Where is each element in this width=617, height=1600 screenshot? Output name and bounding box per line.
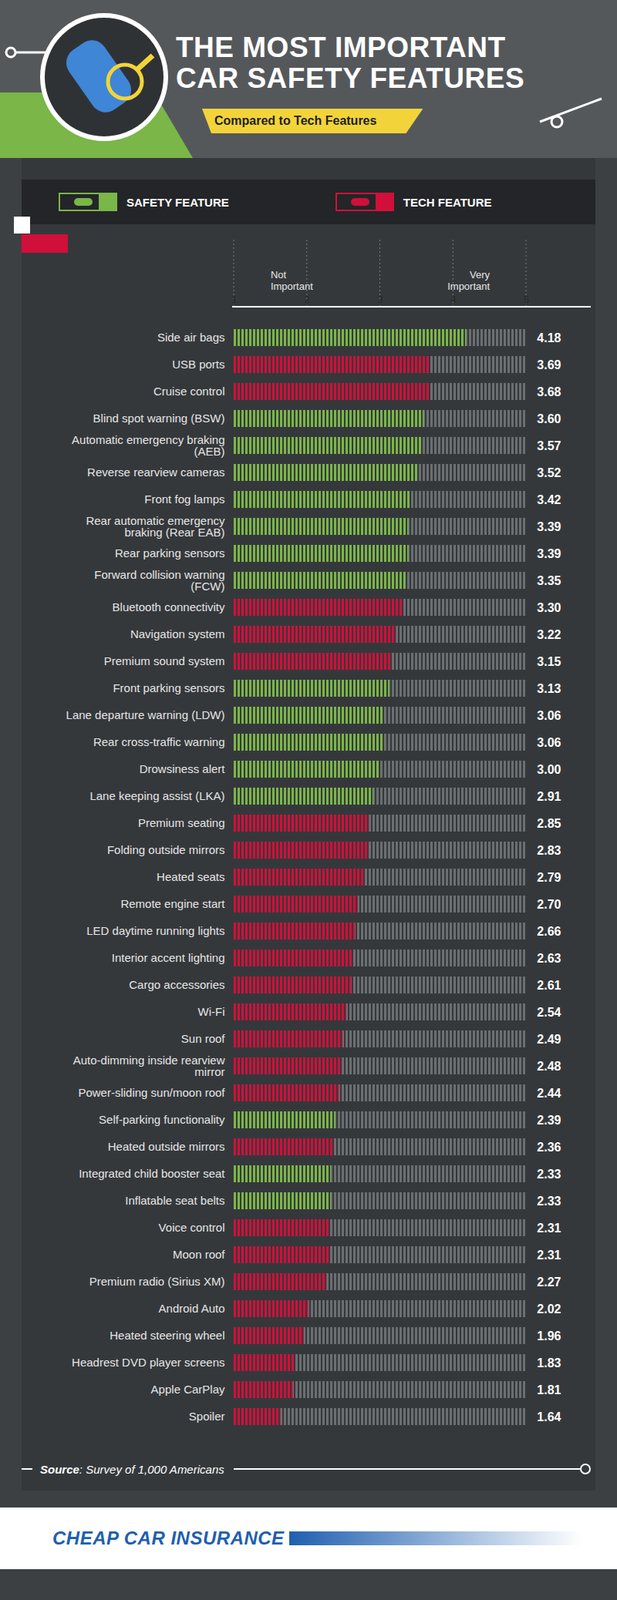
- svg-text:Apple CarPlay: Apple CarPlay: [151, 1383, 226, 1397]
- svg-text:3.39: 3.39: [536, 547, 561, 561]
- svg-text:Headrest DVD player screens: Headrest DVD player screens: [71, 1356, 225, 1370]
- svg-text:Self-parking functionality: Self-parking functionality: [98, 1113, 226, 1127]
- svg-text:Integrated child booster seat: Integrated child booster seat: [78, 1167, 226, 1181]
- svg-text:Blind spot warning (BSW): Blind spot warning (BSW): [93, 411, 226, 425]
- svg-text:Heated seats: Heated seats: [156, 870, 225, 884]
- svg-text:2: 2: [304, 294, 311, 306]
- svg-text:Front parking sensors: Front parking sensors: [112, 681, 225, 695]
- html-text:TECH FEATURE: TECH FEATURE: [403, 195, 492, 209]
- svg-text:LED daytime running lights: LED daytime running lights: [86, 924, 225, 938]
- svg-text:Rear cross-traffic warning: Rear cross-traffic warning: [93, 735, 226, 749]
- svg-text:3.57: 3.57: [536, 439, 561, 453]
- svg-text:Bluetooth connectivity: Bluetooth connectivity: [112, 600, 226, 614]
- svg-text:Side air bags: Side air bags: [157, 330, 226, 344]
- svg-text:2.63: 2.63: [536, 952, 561, 966]
- svg-text:Remote engine start: Remote engine start: [120, 897, 226, 911]
- svg-text:2.33: 2.33: [536, 1195, 561, 1209]
- svg-text:Lane keeping assist (LKA): Lane keeping assist (LKA): [89, 789, 225, 803]
- svg-text:VeryImportant: VeryImportant: [447, 269, 490, 293]
- svg-text:1.64: 1.64: [536, 1411, 561, 1425]
- svg-text:Heated outside mirrors: Heated outside mirrors: [107, 1140, 226, 1154]
- svg-text:1.83: 1.83: [536, 1357, 561, 1371]
- svg-text:Folding outside mirrors: Folding outside mirrors: [107, 843, 226, 857]
- html-text:CHEAP CAR INSURANCE: CHEAP CAR INSURANCE: [52, 1528, 285, 1550]
- svg-text:Inflatable seat belts: Inflatable seat belts: [124, 1194, 225, 1208]
- svg-text:2.79: 2.79: [536, 871, 561, 885]
- svg-text:Forward collision warning(FCW): Forward collision warning(FCW): [94, 568, 225, 594]
- svg-text:Wi-Fi: Wi-Fi: [198, 1005, 226, 1019]
- svg-text:Premium sound system: Premium sound system: [104, 654, 226, 668]
- svg-text:2.39: 2.39: [536, 1114, 561, 1128]
- svg-text:1.96: 1.96: [536, 1330, 561, 1344]
- svg-text:Rear automatic emergencybrakin: Rear automatic emergencybraking (Rear EA…: [85, 514, 226, 540]
- svg-text:2.31: 2.31: [536, 1222, 561, 1236]
- svg-text:Rear parking sensors: Rear parking sensors: [114, 546, 226, 560]
- svg-text:Cruise control: Cruise control: [153, 384, 226, 398]
- svg-text:2.31: 2.31: [536, 1249, 561, 1263]
- svg-text:3.69: 3.69: [536, 358, 561, 372]
- svg-text:3.22: 3.22: [536, 628, 561, 642]
- svg-text:1: 1: [231, 294, 237, 306]
- svg-text:Auto-dimming inside rearviewmi: Auto-dimming inside rearviewmirror: [73, 1054, 226, 1079]
- svg-text:Sun roof: Sun roof: [181, 1032, 226, 1046]
- svg-text:Premium seating: Premium seating: [138, 816, 226, 830]
- svg-text:1.81: 1.81: [536, 1384, 561, 1398]
- svg-text:5: 5: [523, 294, 530, 306]
- html-text:Source: Survey of 1,000 Americ: Source: Survey of 1,000 Americans: [40, 1463, 225, 1477]
- svg-text:Front fog lamps: Front fog lamps: [144, 492, 225, 506]
- svg-text:Power-sliding sun/moon roof: Power-sliding sun/moon roof: [77, 1086, 226, 1100]
- svg-text:2.48: 2.48: [536, 1060, 561, 1074]
- svg-text:3.06: 3.06: [536, 709, 561, 723]
- svg-text:2.70: 2.70: [536, 898, 561, 912]
- svg-text:Premium radio (Sirius XM): Premium radio (Sirius XM): [89, 1275, 226, 1289]
- svg-text:Drowsiness alert: Drowsiness alert: [139, 762, 226, 776]
- svg-text:3.42: 3.42: [536, 493, 561, 507]
- svg-text:2.54: 2.54: [536, 1006, 561, 1020]
- svg-text:2.91: 2.91: [536, 790, 561, 804]
- svg-text:2.02: 2.02: [536, 1303, 561, 1317]
- svg-text:2.33: 2.33: [536, 1168, 561, 1182]
- svg-text:Moon roof: Moon roof: [172, 1248, 226, 1262]
- svg-text:Interior accent lighting: Interior accent lighting: [111, 951, 226, 965]
- svg-text:2.36: 2.36: [536, 1141, 561, 1155]
- svg-text:2.83: 2.83: [536, 844, 561, 858]
- svg-text:3.00: 3.00: [536, 763, 561, 777]
- svg-text:Voice control: Voice control: [158, 1221, 226, 1235]
- svg-text:3.15: 3.15: [536, 655, 561, 669]
- svg-text:3.68: 3.68: [536, 385, 561, 399]
- svg-text:Android Auto: Android Auto: [158, 1302, 226, 1316]
- svg-text:3.30: 3.30: [536, 601, 561, 615]
- svg-text:Automatic emergency braking(AE: Automatic emergency braking(AEB): [71, 433, 225, 459]
- html-text:SAFETY FEATURE: SAFETY FEATURE: [126, 195, 229, 209]
- svg-text:3.39: 3.39: [536, 520, 561, 534]
- svg-text:Spoiler: Spoiler: [188, 1410, 226, 1424]
- svg-text:2.61: 2.61: [536, 979, 561, 993]
- svg-text:3.52: 3.52: [536, 466, 561, 480]
- svg-text:2.49: 2.49: [536, 1033, 561, 1047]
- svg-text:3: 3: [377, 294, 384, 306]
- svg-text:2.66: 2.66: [536, 925, 561, 939]
- svg-text:Lane departure warning (LDW): Lane departure warning (LDW): [66, 708, 226, 722]
- svg-text:2.27: 2.27: [536, 1276, 561, 1290]
- svg-text:Cargo accessories: Cargo accessories: [128, 978, 225, 992]
- svg-text:3.35: 3.35: [536, 574, 561, 588]
- svg-text:Heated steering wheel: Heated steering wheel: [109, 1329, 225, 1343]
- svg-text:3.60: 3.60: [536, 412, 561, 426]
- svg-text:2.85: 2.85: [536, 817, 561, 831]
- svg-text:3.06: 3.06: [536, 736, 561, 750]
- svg-text:4.18: 4.18: [536, 331, 561, 345]
- svg-text:USB ports: USB ports: [171, 357, 225, 371]
- svg-text:3.13: 3.13: [536, 682, 561, 696]
- html-text:THE MOST IMPORTANT CAR SAFETY: THE MOST IMPORTANT CAR SAFETY FEATURES: [175, 31, 525, 95]
- svg-text:Navigation system: Navigation system: [130, 627, 226, 641]
- svg-text:4: 4: [450, 294, 456, 306]
- svg-text:Reverse rearview cameras: Reverse rearview cameras: [87, 465, 225, 479]
- svg-text:NotImportant: NotImportant: [270, 269, 314, 293]
- svg-text:2.44: 2.44: [536, 1087, 561, 1101]
- html-text:Compared to Tech Features: Compared to Tech Features: [214, 114, 377, 128]
